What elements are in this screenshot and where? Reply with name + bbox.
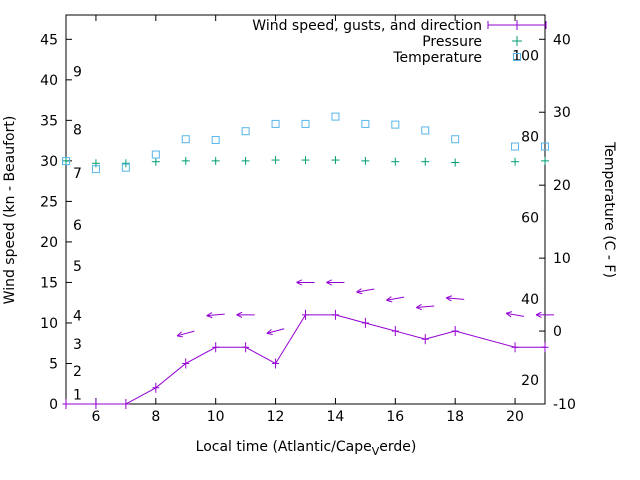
y-left-tick-label: 5 <box>49 356 58 372</box>
y-left-tick-label: 25 <box>40 194 58 210</box>
x-tick-label: 14 <box>327 409 345 425</box>
beaufort-scale-label: 8 <box>73 122 82 138</box>
y-left-tick-label: 40 <box>40 73 58 89</box>
legend-sample-temperature-square <box>513 53 521 61</box>
fahrenheit-scale-label: 100 <box>512 48 539 64</box>
legend-sample-pressure-plus <box>512 36 522 46</box>
x-axis-title-main: Local time (Atlantic/Cape <box>196 439 372 455</box>
pressure-series <box>62 156 549 168</box>
y-left-axis-title: Wind speed (kn - Beaufort) <box>2 116 18 305</box>
x-tick-label: 8 <box>151 409 160 425</box>
beaufort-scale-label: 7 <box>73 166 82 182</box>
y-left-tick-label: 15 <box>40 275 58 291</box>
beaufort-scale-label: 4 <box>73 309 82 325</box>
beaufort-scale-label: 5 <box>73 259 82 275</box>
y-right-tick-label: 30 <box>553 105 571 121</box>
fahrenheit-scale-label: 80 <box>521 129 539 145</box>
y-left-tick-label: 0 <box>49 397 58 413</box>
y-left-tick-label: 10 <box>40 316 58 332</box>
wind-speed-series <box>62 309 549 409</box>
x-tick-label: 10 <box>207 409 225 425</box>
plot-border <box>65 14 546 405</box>
wind-gusts-direction-series <box>176 279 554 338</box>
x-tick-label: 18 <box>446 409 464 425</box>
axis-ticks-and-labels: 6 8 10 12 14 16 18 20051015202530354045-1001020… <box>40 15 576 425</box>
y-left-tick-label: 35 <box>40 113 58 129</box>
legend-label-pressure: Pressure <box>422 34 482 50</box>
y-right-tick-label: 40 <box>553 32 571 48</box>
x-tick-label: 20 <box>506 409 524 425</box>
y-left-tick-label: 20 <box>40 235 58 251</box>
y-right-tick-label: -10 <box>553 397 576 413</box>
legend: Wind speed, gusts, and direction Pressur… <box>252 18 547 66</box>
legend-sample-wind-errorbar <box>487 20 547 30</box>
y-right-axis-title: Temperature (C - F) <box>601 141 617 278</box>
temperature-series <box>62 112 549 174</box>
beaufort-scale-label: 1 <box>73 387 82 403</box>
y-left-tick-label: 45 <box>40 32 58 48</box>
fahrenheit-scale-label: 40 <box>521 292 539 308</box>
y-right-tick-label: 20 <box>553 178 571 194</box>
beaufort-scale-label: 6 <box>73 218 82 234</box>
y-left-tick-label: 30 <box>40 154 58 170</box>
y-right-tick-label: 10 <box>553 251 571 267</box>
legend-label-wind: Wind speed, gusts, and direction <box>252 18 482 34</box>
beaufort-scale-label: 2 <box>73 364 82 380</box>
x-tick-label: 6 <box>91 409 100 425</box>
y-right-tick-label: 0 <box>553 324 562 340</box>
x-axis-title-rest: erde) <box>379 439 416 455</box>
x-tick-label: 16 <box>386 409 404 425</box>
x-axis-title: Local time (Atlantic/CapeVerde) <box>196 439 417 458</box>
fahrenheit-scale-label: 60 <box>521 210 539 226</box>
x-tick-label: 12 <box>267 409 285 425</box>
beaufort-scale-label: 9 <box>73 65 82 81</box>
beaufort-scale-label: 3 <box>73 337 82 353</box>
legend-label-temperature: Temperature <box>392 50 482 66</box>
fahrenheit-scale-label: 20 <box>521 373 539 389</box>
x-axis-title-subscript: V <box>372 445 380 458</box>
